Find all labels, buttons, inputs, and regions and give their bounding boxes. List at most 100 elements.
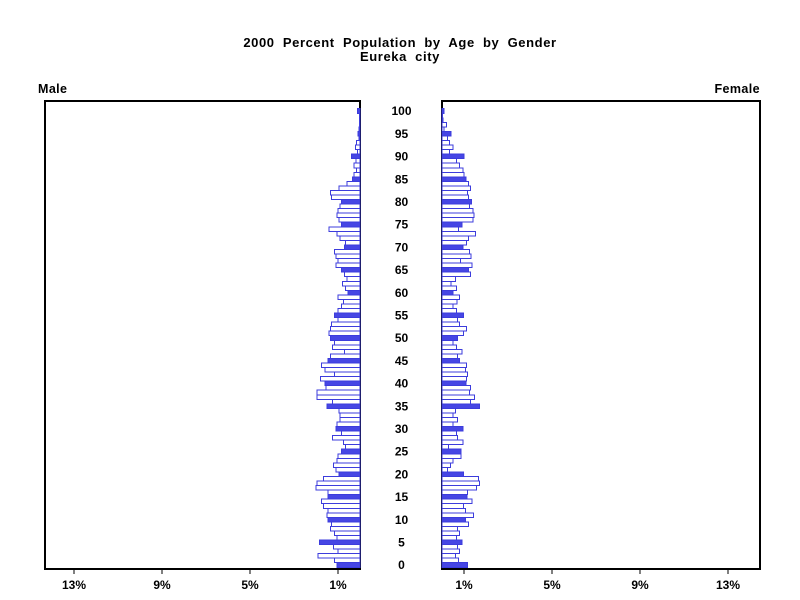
male-bar-age-100 <box>356 108 361 114</box>
female-bar-age-97 <box>441 121 447 128</box>
female-bar-age-21 <box>441 466 448 473</box>
female-bar-age-82 <box>441 189 468 196</box>
male-bar-age-63 <box>346 276 361 282</box>
age-tick-label-75: 75 <box>395 218 409 232</box>
male-x-tick-label-1: 1% <box>329 578 347 592</box>
male-bar-age-40 <box>324 380 361 387</box>
male-bar-age-26 <box>345 444 361 450</box>
female-bar-age-8 <box>441 525 459 532</box>
male-bar-age-27 <box>343 439 361 446</box>
male-bar-age-11 <box>326 512 361 518</box>
female-x-tick-label-1: 1% <box>455 578 473 592</box>
male-bar-age-58 <box>343 298 361 305</box>
male-bar-age-68 <box>335 253 361 260</box>
male-bar-age-89 <box>355 158 361 164</box>
male-bar-age-76 <box>338 217 361 223</box>
male-bar-age-72 <box>339 235 361 241</box>
male-bar-age-88 <box>353 162 361 169</box>
female-bar-age-100 <box>441 108 445 114</box>
male-bar-age-99 <box>358 112 361 119</box>
female-bar-age-31 <box>441 421 454 428</box>
male-x-tick-label-5: 5% <box>241 578 259 592</box>
female-bar-age-24 <box>441 453 462 459</box>
male-bar-age-50 <box>329 335 361 341</box>
male-bar-age-82 <box>329 189 361 196</box>
male-bar-age-8 <box>329 525 361 532</box>
female-bar-age-25 <box>441 448 462 455</box>
male-bar-age-83 <box>338 185 361 191</box>
female-bar-age-57 <box>441 303 454 309</box>
female-bar-age-59 <box>441 294 461 300</box>
female-bar-age-76 <box>441 217 474 223</box>
male-bar-age-19 <box>323 475 361 482</box>
female-bar-age-13 <box>441 503 465 509</box>
male-bar-age-67 <box>337 258 361 264</box>
female-bar-age-44 <box>441 362 467 369</box>
female-bar-age-1 <box>441 557 460 564</box>
male-bar-age-80 <box>340 199 361 205</box>
male-bar-age-84 <box>346 180 361 187</box>
age-tick-label-10: 10 <box>395 513 409 527</box>
male-bar-age-48 <box>332 344 361 350</box>
age-tick-label-35: 35 <box>395 399 409 413</box>
female-bar-age-11 <box>441 512 475 518</box>
female-bar-age-28 <box>441 435 458 441</box>
female-bar-age-64 <box>441 271 471 278</box>
female-bar-age-16 <box>441 489 468 496</box>
male-bar-age-42 <box>334 371 361 378</box>
male-bar-age-17 <box>315 485 361 491</box>
female-bar-age-89 <box>441 158 457 164</box>
male-bar-age-87 <box>356 167 361 173</box>
female-bar-age-10 <box>441 516 466 523</box>
female-bar-age-80 <box>441 199 473 205</box>
age-tick-label-95: 95 <box>395 127 409 141</box>
female-x-tick-label-5: 5% <box>543 578 561 592</box>
female-bar-age-18 <box>441 480 481 487</box>
age-tick-label-55: 55 <box>395 309 409 323</box>
female-bar-age-4 <box>441 544 459 550</box>
chart-subtitle: Eureka city <box>360 49 440 64</box>
male-bar-age-32 <box>339 416 361 423</box>
male-bar-age-70 <box>344 244 361 250</box>
male-bar-age-65 <box>340 267 361 273</box>
male-bar-age-29 <box>340 430 361 437</box>
male-bar-age-96 <box>358 126 361 132</box>
female-panel <box>441 100 761 570</box>
male-bar-age-25 <box>340 448 361 455</box>
male-bar-age-13 <box>323 503 361 509</box>
female-bar-age-63 <box>441 276 456 282</box>
male-bar-age-39 <box>325 385 361 391</box>
female-bar-age-99 <box>441 112 444 119</box>
male-bar-age-93 <box>356 140 361 146</box>
female-bar-age-12 <box>441 507 466 514</box>
female-bar-age-93 <box>441 140 451 146</box>
male-bar-age-41 <box>319 376 361 382</box>
male-bar-age-5 <box>318 539 361 546</box>
male-bar-age-45 <box>327 357 361 364</box>
male-bar-age-98 <box>358 117 361 123</box>
male-bar-age-51 <box>328 330 361 337</box>
female-axis-label: Female <box>714 82 760 96</box>
male-x-tick-label-9: 9% <box>153 578 171 592</box>
male-bar-age-47 <box>344 348 361 355</box>
male-bar-age-30 <box>335 426 361 432</box>
female-bar-age-85 <box>441 176 467 182</box>
male-bar-age-3 <box>337 548 361 555</box>
female-bar-age-78 <box>441 208 474 214</box>
male-bar-age-90 <box>351 153 361 160</box>
female-bar-age-35 <box>441 403 480 409</box>
female-bar-age-42 <box>441 371 469 378</box>
male-bar-age-1 <box>334 557 361 564</box>
female-bar-age-7 <box>441 530 461 536</box>
male-bar-age-73 <box>336 230 361 237</box>
male-bar-age-77 <box>336 212 361 219</box>
male-bar-age-4 <box>333 544 361 550</box>
male-bar-age-12 <box>327 507 361 514</box>
male-axis-label: Male <box>38 82 68 96</box>
female-bar-age-29 <box>441 430 457 437</box>
female-bar-age-40 <box>441 380 467 387</box>
female-bar-age-27 <box>441 439 464 446</box>
male-bar-age-54 <box>337 317 361 323</box>
male-bar-age-20 <box>338 471 361 477</box>
